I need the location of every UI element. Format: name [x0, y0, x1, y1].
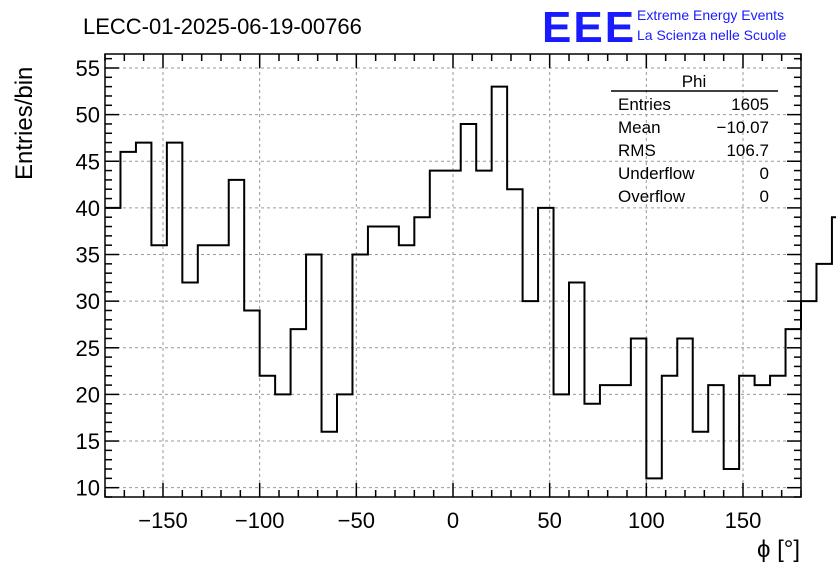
stats-label-mean: Mean [618, 118, 661, 137]
x-axis-label: ϕ [°] [757, 536, 800, 563]
y-tick-label: 40 [76, 196, 100, 221]
stats-label-overflow: Overflow [618, 187, 686, 206]
y-axis-label: Entries/bin [11, 67, 38, 180]
logo-line-2: La Scienza nelle Scuole [637, 27, 787, 43]
x-tick-label: 50 [537, 508, 561, 533]
tick-labels: −150 −100 −50 0 50 100 150 10 15 20 25 30 35 40 45 50 55 [76, 56, 762, 533]
chart-title: LECC-01-2025-06-19-00766 [83, 14, 362, 39]
y-tick-label: 35 [76, 243, 100, 268]
stats-title: Phi [682, 72, 707, 91]
stats-value-underflow: 0 [760, 164, 769, 183]
x-tick-label: −100 [235, 508, 285, 533]
logo-line-1: Extreme Energy Events [637, 7, 784, 23]
stats-label-entries: Entries [618, 95, 671, 114]
axis-ticks [104, 54, 802, 498]
stats-value-rms: 106.7 [726, 141, 769, 160]
x-tick-label: −50 [338, 508, 375, 533]
y-tick-label: 20 [76, 382, 100, 407]
y-tick-label: 25 [76, 336, 100, 361]
x-tick-label: −150 [138, 508, 188, 533]
x-tick-label: 0 [447, 508, 459, 533]
stats-label-rms: RMS [618, 141, 656, 160]
y-tick-label: 50 [76, 103, 100, 128]
stats-label-underflow: Underflow [618, 164, 695, 183]
eee-logo: EEE [542, 3, 636, 52]
y-tick-label: 45 [76, 149, 100, 174]
stats-value-overflow: 0 [760, 187, 769, 206]
histogram-line [105, 85, 836, 480]
stats-value-entries: 1605 [731, 95, 769, 114]
y-tick-label: 10 [76, 476, 100, 501]
x-tick-label: 100 [628, 508, 665, 533]
grid-lines [105, 54, 801, 497]
y-tick-label: 15 [76, 429, 100, 454]
stats-value-mean: −10.07 [717, 118, 769, 137]
x-tick-label: 150 [725, 508, 762, 533]
y-tick-label: 30 [76, 289, 100, 314]
stats-box: Phi Entries 1605 Mean −10.07 RMS 106.7 U… [611, 72, 778, 206]
y-tick-label: 55 [76, 56, 100, 81]
plot-frame [104, 53, 802, 498]
